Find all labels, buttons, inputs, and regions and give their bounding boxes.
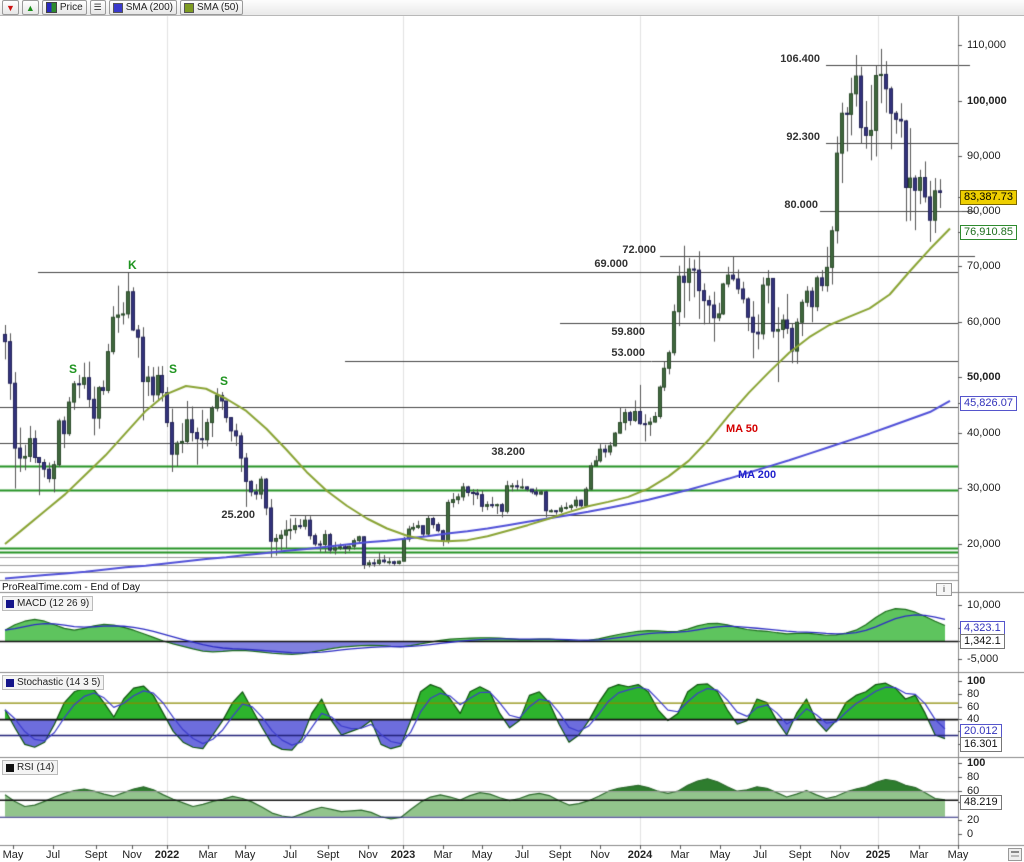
x-axis-label: 2024 bbox=[627, 849, 653, 861]
rsi-axis-label: 0 bbox=[967, 828, 974, 840]
sma50-swatch-icon bbox=[183, 2, 194, 13]
rsi-panel-header[interactable]: RSI (14) bbox=[2, 760, 59, 775]
axis-value-badge: 83,387.73 bbox=[960, 190, 1017, 205]
x-axis-label: 2022 bbox=[154, 849, 180, 861]
signal-marker: S bbox=[169, 362, 178, 376]
x-axis-label: Nov bbox=[590, 849, 610, 861]
level-label: 80.000 bbox=[784, 199, 818, 211]
sma200-legend-button[interactable]: SMA (200) bbox=[108, 0, 177, 15]
x-axis-label: May bbox=[2, 849, 24, 861]
info-icon[interactable]: i bbox=[936, 583, 952, 596]
stochastic-axis-label: 40 bbox=[967, 713, 980, 725]
level-label: 92.300 bbox=[786, 131, 820, 143]
axis-value-badge: 16.301 bbox=[960, 737, 1002, 752]
x-axis-label: Sept bbox=[84, 849, 108, 861]
level-label: 59.800 bbox=[611, 326, 645, 338]
rsi-axis-label: 100 bbox=[967, 757, 986, 769]
price-axis-label: 40,000 bbox=[967, 427, 1001, 439]
x-axis-label: 2025 bbox=[865, 849, 891, 861]
stochastic-axis-label: 100 bbox=[967, 675, 986, 687]
x-axis-label: Mar bbox=[670, 849, 690, 861]
axis-value-badge: 76,910.85 bbox=[960, 225, 1017, 240]
axis-value-badge: 1,342.1 bbox=[960, 634, 1005, 649]
list-icon: ☰ bbox=[93, 2, 102, 12]
x-axis-label: 2023 bbox=[390, 849, 416, 861]
signal-marker: S bbox=[220, 374, 229, 388]
sma200-legend-label: SMA (200) bbox=[125, 2, 173, 13]
macd-axis-label: -5,000 bbox=[967, 653, 999, 665]
x-axis-label: Sept bbox=[548, 849, 572, 861]
macd-panel-title: MACD (12 26 9) bbox=[17, 598, 90, 609]
signal-marker: S bbox=[69, 362, 78, 376]
x-axis-label: Jul bbox=[45, 849, 61, 861]
x-axis-label: May bbox=[471, 849, 493, 861]
rsi-axis-label: 80 bbox=[967, 771, 980, 783]
rsi-panel-title: RSI (14) bbox=[17, 762, 55, 773]
green-up-arrow-icon: ▲ bbox=[25, 2, 35, 13]
rsi-swatch-icon bbox=[6, 763, 14, 772]
price-axis-label: 110,000 bbox=[967, 39, 1006, 51]
level-label: 25.200 bbox=[221, 509, 255, 521]
price-legend-label: Price bbox=[59, 2, 83, 13]
watermark: ProRealTime.com - End of Day bbox=[2, 582, 141, 593]
axis-value-badge: 4,323.1 bbox=[960, 621, 1005, 636]
x-axis-label: May bbox=[947, 849, 969, 861]
stochastic-swatch-icon bbox=[6, 678, 14, 687]
x-axis-label: Nov bbox=[830, 849, 850, 861]
x-axis-label: Nov bbox=[122, 849, 142, 861]
level-label: 106.400 bbox=[780, 53, 820, 65]
sma50-legend-label: SMA (50) bbox=[196, 2, 239, 13]
rsi-axis-label: 60 bbox=[967, 785, 980, 797]
red-down-arrow-icon: ▼ bbox=[6, 2, 15, 13]
x-axis-label: Sept bbox=[316, 849, 340, 861]
x-axis-label: Jul bbox=[282, 849, 298, 861]
level-label: 38.200 bbox=[491, 446, 525, 458]
level-label: 69.000 bbox=[594, 258, 628, 270]
macd-panel-header[interactable]: MACD (12 26 9) bbox=[2, 596, 94, 611]
stochastic-axis-label: 80 bbox=[967, 688, 980, 700]
x-axis-label: May bbox=[234, 849, 256, 861]
price-axis-label: 80,000 bbox=[967, 205, 1001, 217]
stochastic-panel-header[interactable]: Stochastic (14 3 5) bbox=[2, 675, 105, 690]
price-axis-label: 30,000 bbox=[967, 482, 1001, 494]
price-axis-label: 20,000 bbox=[967, 538, 1001, 550]
price-axis-label: 100,000 bbox=[967, 95, 1007, 107]
price-up-button[interactable]: ▲ bbox=[21, 0, 39, 15]
ma200-label: MA 200 bbox=[738, 469, 777, 481]
price-axis-label: 90,000 bbox=[967, 150, 1001, 162]
x-axis-label: Nov bbox=[358, 849, 378, 861]
x-axis-label: Sept bbox=[788, 849, 812, 861]
stochastic-panel-title: Stochastic (14 3 5) bbox=[17, 677, 101, 688]
x-axis-label: Jul bbox=[514, 849, 530, 861]
x-axis-label: Jul bbox=[752, 849, 768, 861]
x-axis-label: Mar bbox=[198, 849, 218, 861]
macd-axis-label: 10,000 bbox=[967, 599, 1001, 611]
level-label: 72.000 bbox=[622, 244, 656, 256]
price-down-button[interactable]: ▼ bbox=[2, 0, 19, 15]
sma50-legend-button[interactable]: SMA (50) bbox=[179, 0, 243, 15]
level-label: 53.000 bbox=[611, 347, 645, 359]
sma200-swatch-icon bbox=[112, 2, 123, 13]
x-axis-label: May bbox=[709, 849, 731, 861]
axis-value-badge: 45,826.07 bbox=[960, 396, 1017, 411]
macd-swatch-icon bbox=[6, 599, 14, 608]
indicator-list-button[interactable]: ☰ bbox=[89, 0, 106, 15]
chart-toolbar: ▼ ▲ Price ☰ SMA (200) SMA (50) bbox=[0, 0, 1024, 16]
price-axis-label: 70,000 bbox=[967, 260, 1001, 272]
price-axis-label: 60,000 bbox=[967, 316, 1001, 328]
candlestick-icon bbox=[45, 2, 57, 13]
price-axis-label: 50,000 bbox=[967, 371, 1001, 383]
signal-marker: K bbox=[128, 258, 137, 272]
axis-value-badge: 48.219 bbox=[960, 795, 1002, 810]
x-axis-label: Mar bbox=[909, 849, 929, 861]
timescale-settings-icon[interactable] bbox=[1008, 848, 1022, 861]
x-axis-label: Mar bbox=[433, 849, 453, 861]
ma50-label: MA 50 bbox=[726, 423, 758, 435]
axis-value-badge: 20.012 bbox=[960, 724, 1002, 739]
price-legend-button[interactable]: Price bbox=[41, 0, 87, 15]
stochastic-axis-label: 60 bbox=[967, 701, 980, 713]
rsi-axis-label: 20 bbox=[967, 814, 980, 826]
